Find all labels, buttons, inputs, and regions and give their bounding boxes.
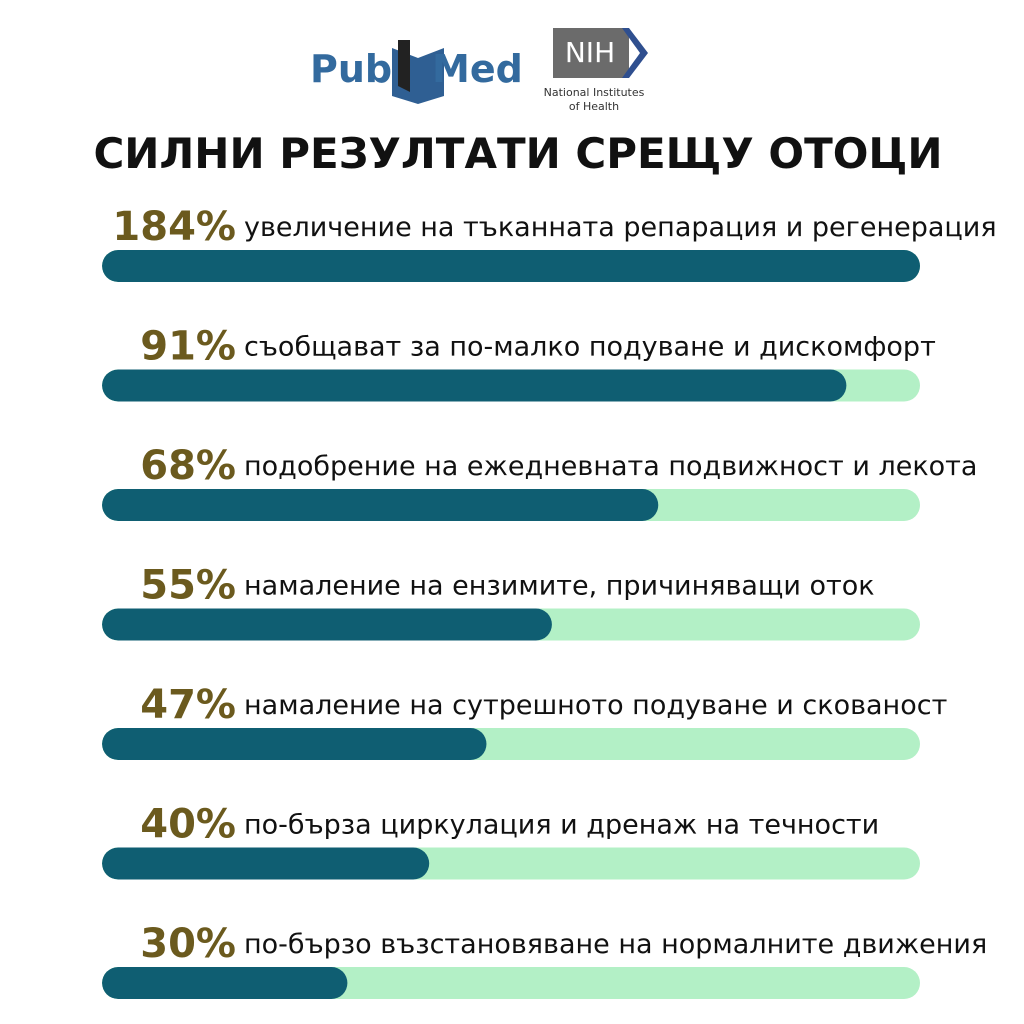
bar [102,608,552,641]
bar [102,847,430,880]
nih-caption: of Health [569,100,619,113]
bar-group [102,728,487,760]
bar-group [102,489,659,521]
category-label: намаление на сутрешното подуване и скова… [244,690,947,721]
category-label: по-бързо възстановяване на нормалните дв… [244,929,987,960]
category-label: по-бърза циркулация и дренаж на течности [244,810,879,841]
value-label: 55% [140,563,236,609]
category-label: подобрение на ежедневната подвижност и л… [244,451,977,482]
pubmed-bookmark [398,40,410,92]
nih-text: NIH [565,36,615,69]
value-label: 47% [140,682,236,728]
value-label: 68% [140,443,236,489]
value-label: 30% [140,921,236,967]
bar [102,369,847,402]
nih-arrow [622,28,648,78]
bar-group [102,608,552,641]
category-label: намаление на ензимите, причиняващи оток [244,571,875,602]
value-label: 91% [140,324,236,370]
nih-caption: National Institutes [544,86,645,99]
bar-group [102,967,348,999]
bar [102,489,659,521]
pubmed-text: Pub [310,47,392,91]
pubmed-text: Med [432,47,523,91]
category-label: увеличение на тъканната репарация и реге… [244,212,997,243]
bar-group [102,847,430,880]
bar [102,250,920,282]
bar-group [102,250,920,282]
bar [102,967,348,999]
nih-logo: NIH National Institutes of Health [544,28,648,113]
pubmed-logo: Pub Med [310,40,523,104]
nih-box [553,28,629,78]
bar-group [102,369,847,402]
value-label: 40% [140,802,236,848]
category-label: съобщават за по-малко подуване и дискомф… [244,332,936,363]
value-label: 184% [112,204,236,250]
bar [102,728,487,760]
chart-title: СИЛНИ РЕЗУЛТАТИ СРЕЩУ ОТОЦИ [93,129,942,178]
